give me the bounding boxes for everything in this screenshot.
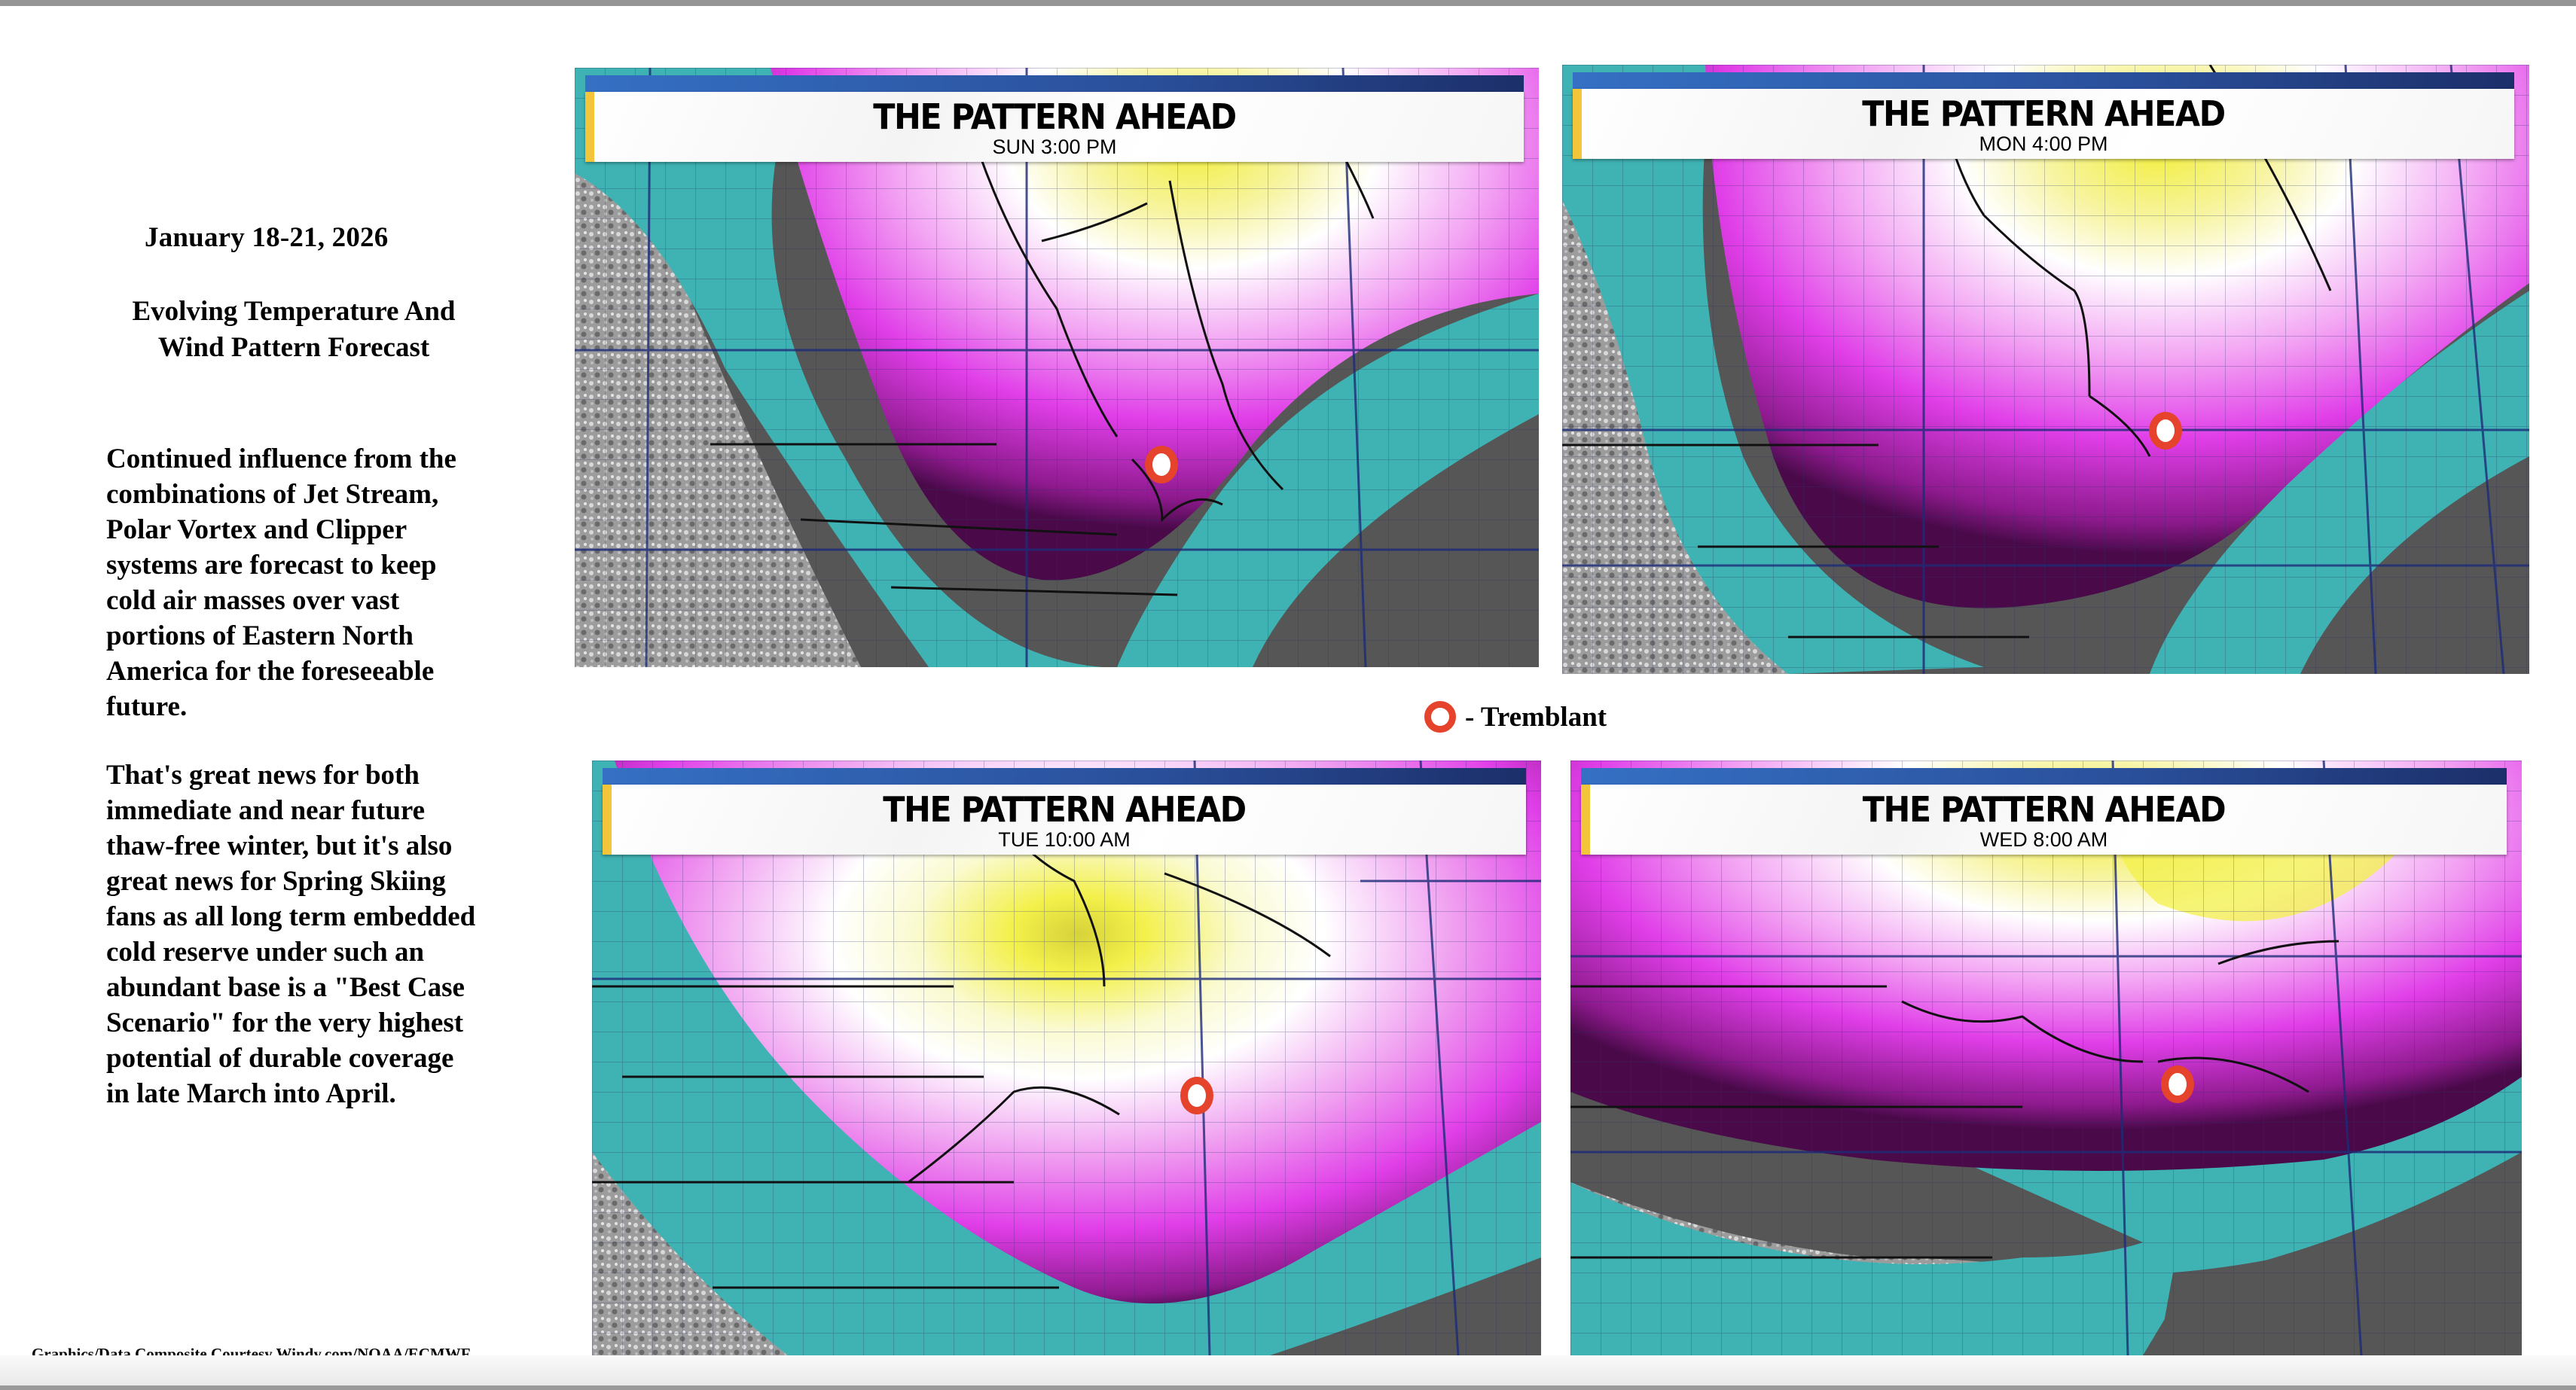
bottom-strip bbox=[0, 1355, 2576, 1385]
tremblant-marker bbox=[2149, 412, 2182, 450]
text-line: future. bbox=[106, 691, 188, 722]
date-title: January 18-21, 2026 bbox=[145, 222, 389, 253]
temperature-map bbox=[592, 761, 1541, 1355]
text-line: in late March into April. bbox=[106, 1078, 396, 1109]
map-panel-wed: THE PATTERN AHEAD WED 8:00 AM bbox=[1570, 761, 2522, 1355]
text-line: Polar Vortex and Clipper bbox=[106, 514, 407, 545]
tremblant-marker bbox=[1180, 1077, 1213, 1114]
banner-title: THE PATTERN AHEAD bbox=[1862, 93, 2226, 134]
subtitle-line: Evolving Temperature And bbox=[132, 296, 456, 327]
paragraph-spring-skiing: That's great news for both immediate and… bbox=[106, 757, 558, 1111]
map-panel-mon: THE PATTERN AHEAD MON 4:00 PM bbox=[1562, 65, 2529, 674]
text-line: combinations of Jet Stream, bbox=[106, 479, 439, 510]
bottom-border bbox=[0, 1385, 2576, 1390]
forecast-subtitle: Evolving Temperature And Wind Pattern Fo… bbox=[105, 294, 482, 366]
banner-accent-bar bbox=[1581, 785, 1590, 855]
banner-title: THE PATTERN AHEAD bbox=[883, 789, 1247, 830]
title-banner: THE PATTERN AHEAD TUE 10:00 AM bbox=[603, 768, 1526, 855]
text-line: Scenario" for the very highest bbox=[106, 1007, 464, 1038]
forecast-time: MON 4:00 PM bbox=[1979, 133, 2108, 155]
title-banner: THE PATTERN AHEAD SUN 3:00 PM bbox=[585, 75, 1524, 162]
forecast-time: TUE 10:00 AM bbox=[998, 828, 1131, 851]
title-banner: THE PATTERN AHEAD MON 4:00 PM bbox=[1573, 72, 2514, 159]
map-legend: - Tremblant bbox=[1424, 694, 1607, 739]
banner-blue-bar bbox=[1581, 768, 2507, 785]
text-line: That's great news for both bbox=[106, 760, 420, 791]
banner-title: THE PATTERN AHEAD bbox=[1862, 789, 2227, 830]
text-line: great news for Spring Skiing bbox=[106, 866, 446, 897]
banner-blue-bar bbox=[585, 75, 1524, 92]
description-column: January 18-21, 2026 Evolving Temperature… bbox=[0, 0, 558, 1363]
text-line: portions of Eastern North bbox=[106, 620, 414, 651]
text-line: abundant base is a "Best Case bbox=[106, 972, 465, 1003]
banner-blue-bar bbox=[1573, 72, 2514, 89]
text-line: Continued influence from the bbox=[106, 444, 456, 474]
text-line: potential of durable coverage bbox=[106, 1043, 454, 1074]
text-line: America for the foreseeable bbox=[106, 656, 435, 687]
tremblant-marker bbox=[2161, 1065, 2194, 1103]
text-line: cold air masses over vast bbox=[106, 585, 400, 616]
text-line: thaw-free winter, but it's also bbox=[106, 831, 453, 861]
title-banner: THE PATTERN AHEAD WED 8:00 AM bbox=[1581, 768, 2507, 855]
banner-title: THE PATTERN AHEAD bbox=[873, 96, 1237, 137]
forecast-time: SUN 3:00 PM bbox=[992, 136, 1117, 158]
temperature-map bbox=[575, 68, 1539, 667]
map-panel-tue: THE PATTERN AHEAD TUE 10:00 AM bbox=[592, 761, 1541, 1355]
red-ring-marker-icon bbox=[1424, 701, 1456, 733]
forecast-time: WED 8:00 AM bbox=[1979, 828, 2108, 851]
legend-label: - Tremblant bbox=[1465, 701, 1607, 733]
text-line: fans as all long term embedded bbox=[106, 901, 476, 932]
text-line: systems are forecast to keep bbox=[106, 550, 437, 581]
text-line: immediate and near future bbox=[106, 795, 426, 826]
text-line: cold reserve under such an bbox=[106, 937, 425, 968]
subtitle-line: Wind Pattern Forecast bbox=[157, 332, 430, 363]
top-border bbox=[0, 0, 2576, 6]
tremblant-marker bbox=[1145, 446, 1178, 483]
banner-blue-bar bbox=[603, 768, 1526, 785]
banner-accent-bar bbox=[585, 92, 594, 162]
banner-accent-bar bbox=[1573, 89, 1582, 159]
paragraph-influence: Continued influence from the combination… bbox=[106, 441, 558, 724]
map-panel-sun: THE PATTERN AHEAD SUN 3:00 PM bbox=[575, 68, 1539, 667]
temperature-map bbox=[1562, 65, 2529, 674]
banner-accent-bar bbox=[603, 785, 612, 855]
